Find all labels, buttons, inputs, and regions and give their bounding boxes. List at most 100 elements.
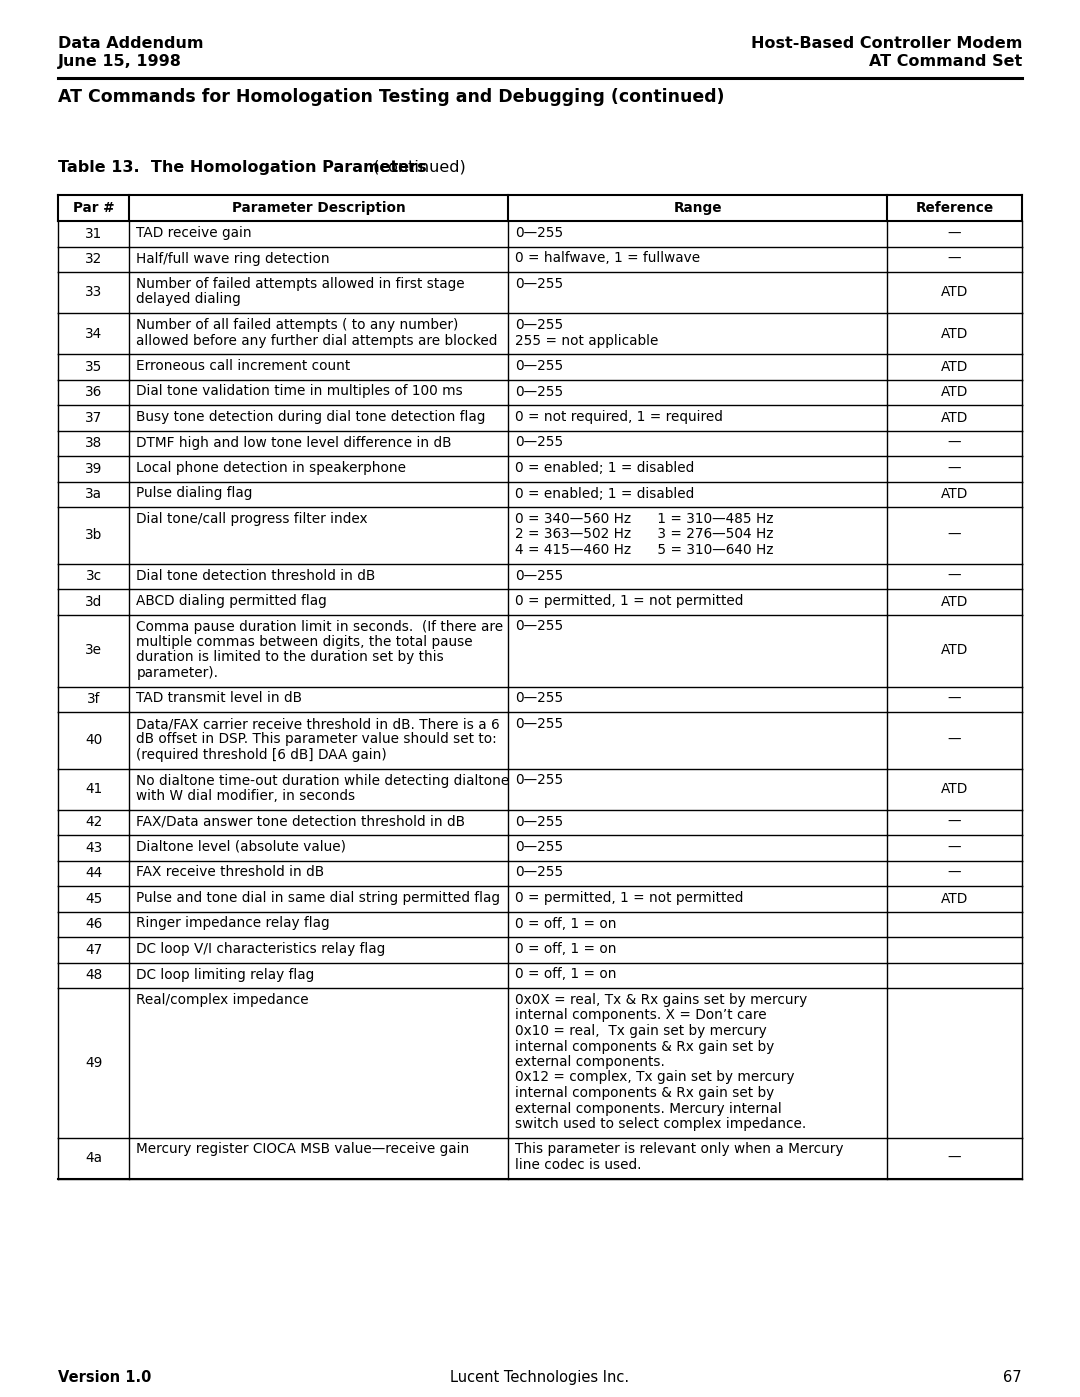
Text: 37: 37 [85,411,103,425]
Text: 2 = 363—502 Hz      3 = 276—504 Hz: 2 = 363—502 Hz 3 = 276—504 Hz [515,528,773,542]
Text: 47: 47 [85,943,103,957]
Text: allowed before any further dial attempts are blocked: allowed before any further dial attempts… [136,334,498,348]
Text: 3e: 3e [85,644,103,658]
Text: 41: 41 [85,782,103,796]
Text: 3b: 3b [85,528,103,542]
Text: 255 = not applicable: 255 = not applicable [515,334,659,348]
Text: 4 = 415—460 Hz      5 = 310—640 Hz: 4 = 415—460 Hz 5 = 310—640 Hz [515,543,773,557]
Text: Busy tone detection during dial tone detection flag: Busy tone detection during dial tone det… [136,409,486,425]
Text: Dialtone level (absolute value): Dialtone level (absolute value) [136,840,347,854]
Text: 0x0X = real, Tx & Rx gains set by mercury: 0x0X = real, Tx & Rx gains set by mercur… [515,993,808,1007]
Text: internal components & Rx gain set by: internal components & Rx gain set by [515,1085,774,1099]
Text: —: — [948,462,961,476]
Text: Ringer impedance relay flag: Ringer impedance relay flag [136,916,330,930]
Text: ATD: ATD [941,488,968,502]
Text: 0 = enabled; 1 = disabled: 0 = enabled; 1 = disabled [515,461,694,475]
Text: 0—255: 0—255 [515,359,564,373]
Text: 33: 33 [85,285,103,299]
Text: ATD: ATD [941,386,968,400]
Text: Pulse and tone dial in same dial string permitted flag: Pulse and tone dial in same dial string … [136,891,500,905]
Text: 32: 32 [85,253,103,267]
Text: Data Addendum: Data Addendum [58,36,203,52]
Text: 46: 46 [85,918,103,932]
Text: external components.: external components. [515,1055,665,1069]
Text: 3f: 3f [87,693,100,707]
Text: 0—255: 0—255 [515,866,564,880]
Text: 42: 42 [85,816,103,830]
Text: 0—255: 0—255 [515,569,564,583]
Text: internal components & Rx gain set by: internal components & Rx gain set by [515,1039,774,1053]
Text: external components. Mercury internal: external components. Mercury internal [515,1101,782,1115]
Text: Mercury register CIOCA MSB value—receive gain: Mercury register CIOCA MSB value—receive… [136,1143,470,1157]
Text: 0 = 340—560 Hz      1 = 310—485 Hz: 0 = 340—560 Hz 1 = 310—485 Hz [515,511,773,527]
Text: Reference: Reference [916,201,994,215]
Text: 0 = off, 1 = on: 0 = off, 1 = on [515,942,617,956]
Text: 0 = halfwave, 1 = fullwave: 0 = halfwave, 1 = fullwave [515,251,700,265]
Text: 45: 45 [85,891,103,905]
Text: —: — [948,436,961,450]
Text: ATD: ATD [941,595,968,609]
Text: ATD: ATD [941,891,968,905]
Text: 0—255: 0—255 [515,692,564,705]
Text: 40: 40 [85,733,103,747]
Text: 34: 34 [85,327,103,341]
Text: Lucent Technologies Inc.: Lucent Technologies Inc. [450,1370,630,1384]
Text: line codec is used.: line codec is used. [515,1158,642,1172]
Text: June 15, 1998: June 15, 1998 [58,54,181,68]
Text: Local phone detection in speakerphone: Local phone detection in speakerphone [136,461,406,475]
Text: —: — [948,733,961,747]
Text: Dial tone/call progress filter index: Dial tone/call progress filter index [136,511,368,527]
Text: 48: 48 [85,968,103,982]
Text: This parameter is relevant only when a Mercury: This parameter is relevant only when a M… [515,1143,843,1157]
Text: 0 = enabled; 1 = disabled: 0 = enabled; 1 = disabled [515,486,694,500]
Text: DTMF high and low tone level difference in dB: DTMF high and low tone level difference … [136,436,451,450]
Text: ATD: ATD [941,285,968,299]
Text: 3a: 3a [85,488,103,502]
Text: ATD: ATD [941,327,968,341]
Text: 0 = off, 1 = on: 0 = off, 1 = on [515,916,617,930]
Text: 4a: 4a [85,1151,103,1165]
Text: (continued): (continued) [368,161,465,175]
Text: 43: 43 [85,841,103,855]
Text: Number of all failed attempts ( to any number): Number of all failed attempts ( to any n… [136,319,459,332]
Text: Erroneous call increment count: Erroneous call increment count [136,359,351,373]
Text: 0 = off, 1 = on: 0 = off, 1 = on [515,968,617,982]
Text: 0—255: 0—255 [515,717,564,731]
Text: 0x10 = real,  Tx gain set by mercury: 0x10 = real, Tx gain set by mercury [515,1024,767,1038]
Text: (required threshold [6 dB] DAA gain): (required threshold [6 dB] DAA gain) [136,747,387,761]
Text: 31: 31 [85,226,103,240]
Text: Range: Range [673,201,721,215]
Text: 0—255: 0—255 [515,226,564,240]
Text: 49: 49 [85,1056,103,1070]
Text: Pulse dialing flag: Pulse dialing flag [136,486,253,500]
Text: Number of failed attempts allowed in first stage: Number of failed attempts allowed in fir… [136,277,465,291]
Text: —: — [948,569,961,584]
Text: parameter).: parameter). [136,666,218,680]
Text: —: — [948,226,961,240]
Text: AT Command Set: AT Command Set [868,54,1022,68]
Text: TAD transmit level in dB: TAD transmit level in dB [136,692,302,705]
Text: dB offset in DSP. This parameter value should set to:: dB offset in DSP. This parameter value s… [136,732,497,746]
Text: 0 = permitted, 1 = not permitted: 0 = permitted, 1 = not permitted [515,594,743,608]
Text: DC loop V/I characteristics relay flag: DC loop V/I characteristics relay flag [136,942,386,956]
Text: TAD receive gain: TAD receive gain [136,226,252,240]
Text: 35: 35 [85,360,103,374]
Text: delayed dialing: delayed dialing [136,292,241,306]
Text: 67: 67 [1003,1370,1022,1384]
Text: 0x12 = complex, Tx gain set by mercury: 0x12 = complex, Tx gain set by mercury [515,1070,795,1084]
Text: 0—255: 0—255 [515,319,564,332]
Text: —: — [948,816,961,830]
Text: —: — [948,841,961,855]
Text: 0—255: 0—255 [515,277,564,291]
Text: 39: 39 [85,462,103,476]
Text: 38: 38 [85,436,103,450]
Text: multiple commas between digits, the total pause: multiple commas between digits, the tota… [136,636,473,650]
Text: with W dial modifier, in seconds: with W dial modifier, in seconds [136,789,355,803]
Text: Table 13.  The Homologation Parameters: Table 13. The Homologation Parameters [58,161,427,175]
Text: —: — [948,253,961,267]
Text: —: — [948,528,961,542]
Text: ATD: ATD [941,411,968,425]
Text: ATD: ATD [941,782,968,796]
Text: ATD: ATD [941,644,968,658]
Text: AT Commands for Homologation Testing and Debugging (continued): AT Commands for Homologation Testing and… [58,88,725,106]
